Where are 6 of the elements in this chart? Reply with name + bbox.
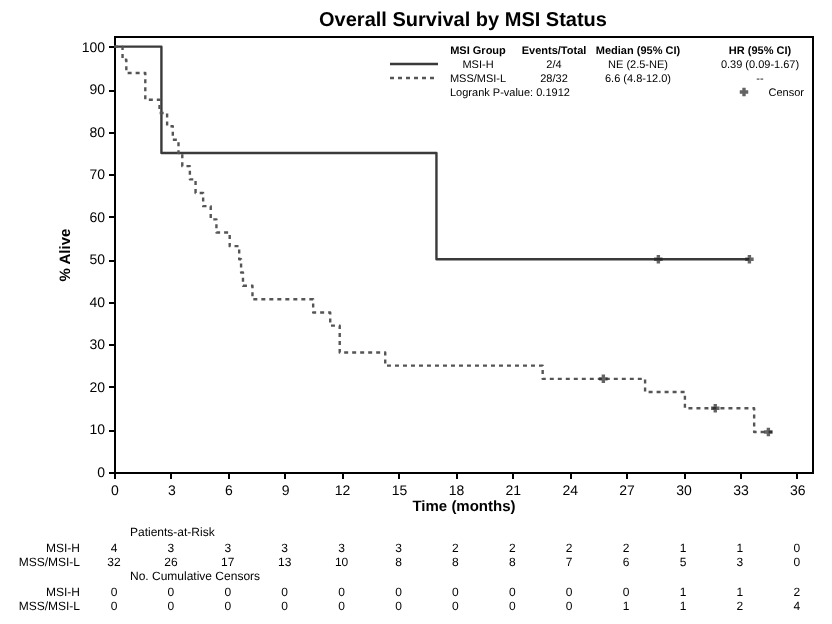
point	[654, 255, 663, 264]
chart-title: Overall Survival by MSI Status	[319, 10, 608, 32]
point	[599, 374, 608, 384]
point	[745, 255, 754, 264]
point	[711, 403, 720, 413]
point	[764, 427, 773, 437]
